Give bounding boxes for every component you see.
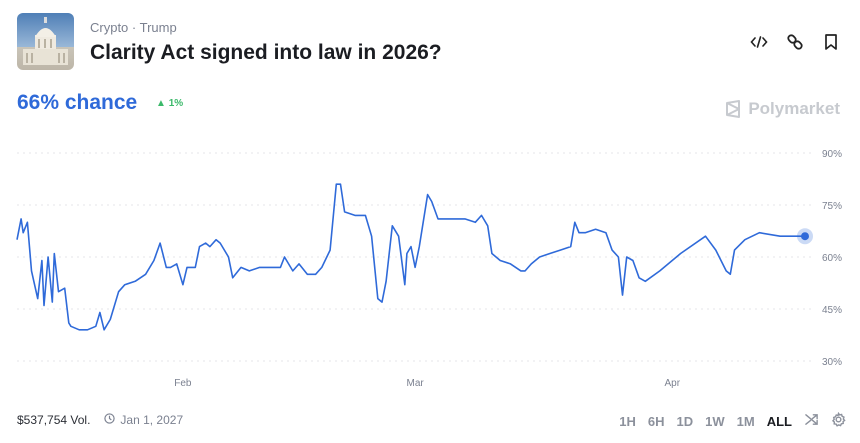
y-tick-label: 75%: [822, 201, 842, 212]
y-tick-label: 30%: [822, 357, 842, 368]
delta-value: 1%: [168, 98, 184, 109]
brand-name: Polymarket: [748, 99, 840, 118]
x-tick-label: Feb: [174, 378, 192, 389]
code-embed-icon[interactable]: [750, 33, 768, 51]
market-title: Clarity Act signed into law in 2026?: [90, 41, 442, 64]
range-1w[interactable]: 1W: [705, 413, 725, 429]
range-6h[interactable]: 6H: [647, 413, 665, 429]
up-triangle-icon: ▲: [156, 98, 169, 109]
price-chart[interactable]: 90% 75% 60% 45% 30% Feb Mar Apr: [0, 130, 860, 400]
current-point: [801, 232, 809, 241]
link-icon[interactable]: [786, 33, 804, 51]
range-all[interactable]: ALL: [766, 413, 792, 429]
chance-delta: ▲ 1%: [156, 98, 183, 109]
range-1h[interactable]: 1H: [619, 413, 636, 429]
y-tick-label: 90%: [822, 149, 842, 160]
range-1m[interactable]: 1M: [736, 413, 755, 429]
y-tick-label: 45%: [822, 305, 842, 316]
settings-gear-icon[interactable]: [831, 411, 846, 430]
price-line: [16, 183, 805, 331]
chance-value: 66% chance: [17, 91, 138, 114]
shuffle-icon[interactable]: [804, 412, 819, 430]
x-tick-label: Mar: [407, 378, 425, 389]
y-tick-label: 60%: [822, 253, 842, 264]
end-date: Jan 1, 2027: [120, 413, 184, 427]
market-thumbnail: [17, 13, 74, 70]
volume: $537,754 Vol.: [17, 413, 91, 427]
polymarket-logo: Polymarket: [724, 99, 840, 119]
bookmark-icon[interactable]: [822, 33, 840, 51]
x-tick-label: Apr: [665, 378, 681, 389]
clock-icon: [104, 413, 116, 427]
range-1d[interactable]: 1D: [676, 413, 694, 429]
market-categories[interactable]: Crypto · Trump: [90, 20, 177, 35]
